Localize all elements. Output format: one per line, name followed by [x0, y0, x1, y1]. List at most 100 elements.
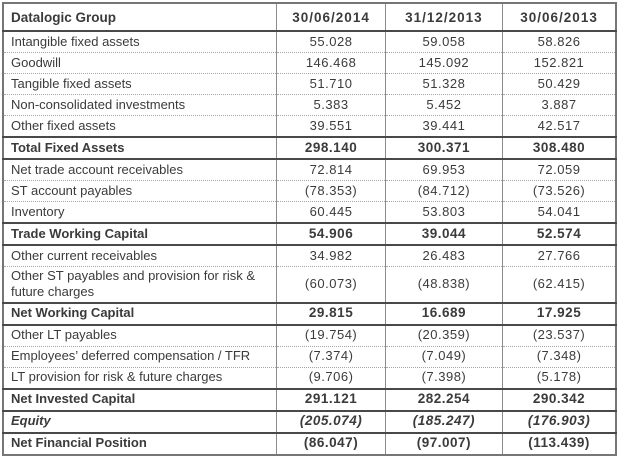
- row-value: (113.439): [502, 432, 616, 455]
- table-row: Equity (205.074) (185.247) (176.903): [3, 410, 616, 433]
- row-value: 308.480: [502, 137, 616, 159]
- row-label: Trade Working Capital: [11, 225, 149, 241]
- row-value: (84.712): [384, 180, 503, 202]
- row-label: Total Fixed Assets: [11, 139, 125, 155]
- row-value: 54.906: [276, 223, 386, 245]
- table-body: Intangible fixed assets 55.028 59.058 58.82…: [3, 31, 616, 455]
- row-value: 55.028: [276, 31, 386, 53]
- row-value: 282.254: [384, 388, 503, 411]
- row-value: (60.073): [276, 266, 386, 303]
- row-value: (78.353): [276, 180, 386, 202]
- row-label: Other LT payables: [11, 327, 117, 343]
- row-value: 16.689: [384, 302, 503, 325]
- table-row: Net Financial Position (86.047) (97.007) (1…: [3, 432, 616, 455]
- table-row: Total Fixed Assets 298.140 300.371 308.480: [3, 137, 616, 159]
- row-value: (7.348): [502, 346, 616, 367]
- row-label: Non-consolidated investments: [11, 96, 186, 112]
- row-value: 59.058: [384, 31, 503, 53]
- row-value: (97.007): [384, 432, 503, 455]
- row-label: Tangible fixed assets: [11, 75, 132, 91]
- row-value: (20.359): [384, 324, 503, 346]
- table-row: ST account payables (78.353) (84.712) (73.5…: [3, 180, 616, 202]
- row-value: (9.706): [276, 367, 386, 389]
- row-value: 42.517: [502, 115, 616, 137]
- table-header: Datalogic Group 30/06/2014 31/12/2013 30…: [3, 3, 616, 31]
- table-row: Other ST payables and provision for risk…: [3, 266, 616, 303]
- row-value: (23.537): [502, 324, 616, 346]
- row-label: Inventory: [11, 203, 65, 219]
- table-row: Net trade account receivables 72.814 69.95…: [3, 159, 616, 181]
- table-row: Trade Working Capital 54.906 39.044 52.574: [3, 223, 616, 245]
- row-value: 50.429: [502, 73, 616, 95]
- row-value: 51.710: [276, 73, 386, 95]
- row-value: 5.452: [384, 94, 503, 116]
- row-value: (7.374): [276, 346, 386, 367]
- row-value: 146.468: [276, 52, 386, 74]
- row-value: 39.551: [276, 115, 386, 137]
- financial-table: Datalogic Group 30/06/2014 31/12/2013 30…: [2, 2, 617, 456]
- row-value: 72.059: [502, 159, 616, 181]
- row-value: (7.398): [384, 367, 503, 389]
- row-label: Net Invested Capital: [11, 391, 136, 407]
- row-value: 152.821: [502, 52, 616, 74]
- row-value: 3.887: [502, 94, 616, 116]
- column-header-date-3: 30/06/2013: [502, 3, 616, 31]
- row-label: Other current receivables: [11, 247, 157, 263]
- row-value: 60.445: [276, 201, 386, 223]
- table-row: Employees’ deferred compensation / TFR (7…: [3, 346, 616, 367]
- row-value: (86.047): [276, 432, 386, 455]
- row-value: 69.953: [384, 159, 503, 181]
- table-row: Non-consolidated investments 5.383 5.452 3.…: [3, 94, 616, 116]
- table-row: Net Invested Capital 291.121 282.254 290.34…: [3, 388, 616, 411]
- row-label: Intangible fixed assets: [11, 33, 140, 49]
- table-row: Inventory 60.445 53.803 54.041: [3, 201, 616, 223]
- row-value: (62.415): [502, 266, 616, 303]
- row-value: 52.574: [502, 223, 616, 245]
- row-label: Equity: [11, 413, 51, 429]
- row-value: (7.049): [384, 346, 503, 367]
- row-label: Goodwill: [11, 54, 61, 70]
- row-value: (19.754): [276, 324, 386, 346]
- row-value: 290.342: [502, 388, 616, 411]
- header-row: Datalogic Group 30/06/2014 31/12/2013 30…: [3, 3, 616, 31]
- row-label: LT provision for risk & future charges: [11, 369, 223, 385]
- row-value: 300.371: [384, 137, 503, 159]
- table-row: Net Working Capital 29.815 16.689 17.925: [3, 302, 616, 325]
- row-label: Other ST payables and provision for risk…: [11, 268, 255, 300]
- row-label: ST account payables: [11, 182, 133, 198]
- row-value: 26.483: [384, 245, 503, 267]
- row-value: (185.247): [384, 410, 503, 433]
- row-value: 17.925: [502, 302, 616, 325]
- row-value: 39.441: [384, 115, 503, 137]
- row-value: 145.092: [384, 52, 503, 74]
- column-header-date-1: 30/06/2014: [276, 3, 386, 31]
- row-value: 51.328: [384, 73, 503, 95]
- row-label: Employees’ deferred compensation / TFR: [11, 348, 251, 364]
- table-row: Goodwill 146.468 145.092 152.821: [3, 52, 616, 74]
- column-header-date-2: 31/12/2013: [384, 3, 503, 31]
- row-value: (205.074): [276, 410, 386, 433]
- row-label: Net Financial Position: [11, 435, 147, 451]
- row-value: 54.041: [502, 201, 616, 223]
- row-label: Other fixed assets: [11, 117, 116, 133]
- row-value: 27.766: [502, 245, 616, 267]
- row-value: 72.814: [276, 159, 386, 181]
- row-value: 298.140: [276, 137, 386, 159]
- table-row: Other LT payables (19.754) (20.359) (23.537…: [3, 324, 616, 346]
- table-row: Tangible fixed assets 51.710 51.328 50.429: [3, 73, 616, 95]
- row-value: (48.838): [384, 266, 503, 303]
- row-label: Net Working Capital: [11, 305, 135, 321]
- row-value: 53.803: [384, 201, 503, 223]
- row-value: 39.044: [384, 223, 503, 245]
- table-title: Datalogic Group: [11, 9, 117, 25]
- row-value: 291.121: [276, 388, 386, 411]
- row-value: (73.526): [502, 180, 616, 202]
- row-value: (5.178): [502, 367, 616, 389]
- row-value: 29.815: [276, 302, 386, 325]
- table-row: LT provision for risk & future charges (9…: [3, 367, 616, 389]
- table-row: Other fixed assets 39.551 39.441 42.517: [3, 115, 616, 137]
- row-label: Net trade account receivables: [11, 161, 183, 177]
- table-row: Intangible fixed assets 55.028 59.058 58.82…: [3, 31, 616, 53]
- row-value: (176.903): [502, 410, 616, 433]
